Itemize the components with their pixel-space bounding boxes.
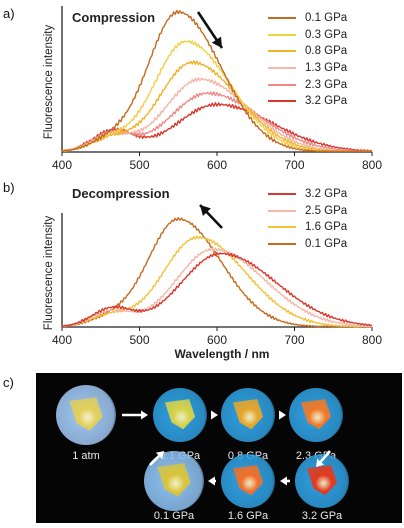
chart-a: 400 500 600 700 800 Fluorescence intensity xyxy=(43,6,382,172)
sequence-arrow xyxy=(319,450,331,463)
sequence-arrowhead xyxy=(280,476,287,486)
series-line xyxy=(61,102,373,152)
trend-arrowhead xyxy=(211,36,222,48)
x-tick-label: 700 xyxy=(284,158,304,172)
crystal-spot xyxy=(300,399,332,430)
legend-swatch xyxy=(268,17,296,20)
legend-swatch xyxy=(268,226,296,229)
legend-label: 3.2 GPa xyxy=(305,188,348,201)
series-line xyxy=(61,247,373,328)
series-line xyxy=(61,252,373,328)
legend-swatch xyxy=(268,33,296,36)
legend-swatch xyxy=(268,209,296,212)
x-tick-label: 500 xyxy=(129,158,149,172)
legend-label: 0.3 GPa xyxy=(305,28,348,41)
y-axis-label: Fluorescence intensity xyxy=(43,25,55,140)
x-tick-label: 700 xyxy=(284,333,304,347)
panel-label-a: a) xyxy=(3,6,15,21)
crystal-spot xyxy=(232,399,264,430)
legend-swatch xyxy=(268,100,296,103)
series-line xyxy=(61,77,372,152)
sample-photo: 0.8 GPa xyxy=(221,388,275,462)
crystal-spot xyxy=(157,463,191,497)
legend-item: 3.2 GPa xyxy=(268,186,347,203)
sequence-arrowhead xyxy=(279,410,286,420)
crystal-spot xyxy=(306,465,338,496)
photo-sequence: 1 atm 0.1 GPa 0.8 GPa 2.3 GPa 3.2 GPa 1.6 GPa… xyxy=(56,385,349,522)
sample-photo: 1.6 GPa xyxy=(221,454,275,522)
chart-a-legend: 0.1 GPa 0.3 GPa 0.8 GPa 1.3 GPa 2.3 GPa 3.2 G… xyxy=(268,10,347,110)
legend-label: 1.6 GPa xyxy=(305,221,348,234)
legend-item: 1.3 GPa xyxy=(268,60,347,77)
chart-b: 400 500 600 700 800 Fluorescence intensity Wav… xyxy=(43,204,382,361)
sample-photo: 0.1 GPa xyxy=(153,388,207,462)
x-tick-label: 400 xyxy=(52,333,72,347)
crystal-spot xyxy=(69,397,103,431)
chart-a-title: Compression xyxy=(72,10,156,25)
x-tick-label: 800 xyxy=(362,158,382,172)
legend-swatch xyxy=(268,67,296,70)
panel-label-c: c) xyxy=(3,375,14,390)
y-axis-label: Fluorescence intensity xyxy=(43,216,55,331)
sample-photo: 3.2 GPa xyxy=(295,454,349,522)
photo-label: 1.6 GPa xyxy=(228,510,269,522)
legend-label: 3.2 GPa xyxy=(305,95,348,108)
legend-swatch xyxy=(268,83,296,86)
photo-panel: 1 atm 0.1 GPa 0.8 GPa 2.3 GPa 3.2 GPa 1.6 GPa… xyxy=(36,373,402,523)
legend-label: 0.1 GPa xyxy=(305,12,348,25)
series-line xyxy=(61,217,372,328)
series-line xyxy=(61,91,373,152)
crystal-spot xyxy=(232,465,264,496)
sample-photo: 1 atm xyxy=(56,385,116,462)
legend-label: 0.8 GPa xyxy=(305,45,348,58)
legend-item: 3.2 GPa xyxy=(268,93,347,110)
crystal-spot xyxy=(164,399,196,430)
x-tick-label: 600 xyxy=(207,158,227,172)
series-line xyxy=(61,9,372,152)
legend-label: 1.3 GPa xyxy=(305,62,348,75)
sample-photo: 0.1 GPa xyxy=(144,451,204,522)
legend-item: 0.8 GPa xyxy=(268,43,347,60)
photo-label: 1 atm xyxy=(72,450,100,462)
chart-b-title: Decompression xyxy=(72,186,170,201)
series-line xyxy=(61,235,372,328)
legend-label: 2.5 GPa xyxy=(305,204,348,217)
legend-swatch xyxy=(268,50,296,53)
legend-item: 0.3 GPa xyxy=(268,27,347,44)
x-tick-label: 800 xyxy=(362,333,382,347)
legend-label: 0.1 GPa xyxy=(305,238,348,251)
legend-label: 2.3 GPa xyxy=(305,78,348,91)
x-tick-label: 600 xyxy=(207,333,227,347)
x-tick-label: 500 xyxy=(129,333,149,347)
sequence-arrowhead xyxy=(211,410,218,420)
x-axis-label: Wavelength / nm xyxy=(175,347,270,361)
panel-label-b: b) xyxy=(3,180,15,195)
sequence-arrowhead xyxy=(141,410,148,420)
chart-b-legend: 3.2 GPa 2.5 GPa 1.6 GPa 0.1 GPa xyxy=(268,186,347,252)
sequence-arrowhead xyxy=(208,476,215,486)
photo-label: 3.2 GPa xyxy=(302,510,343,522)
legend-swatch xyxy=(268,243,296,246)
legend-item: 2.3 GPa xyxy=(268,76,347,93)
legend-item: 0.1 GPa xyxy=(268,10,347,27)
sequence-arrow xyxy=(149,455,160,466)
x-tick-label: 400 xyxy=(52,158,72,172)
legend-item: 2.5 GPa xyxy=(268,203,347,220)
trend-arrowhead xyxy=(200,205,211,217)
legend-item: 1.6 GPa xyxy=(268,219,347,236)
sequence-arrowhead xyxy=(316,458,324,467)
photo-label: 0.1 GPa xyxy=(154,510,195,522)
legend-item: 0.1 GPa xyxy=(268,236,347,253)
sequence-arrowhead xyxy=(155,451,164,460)
legend-swatch xyxy=(268,193,296,196)
sample-photo: 2.3 GPa xyxy=(289,388,343,462)
